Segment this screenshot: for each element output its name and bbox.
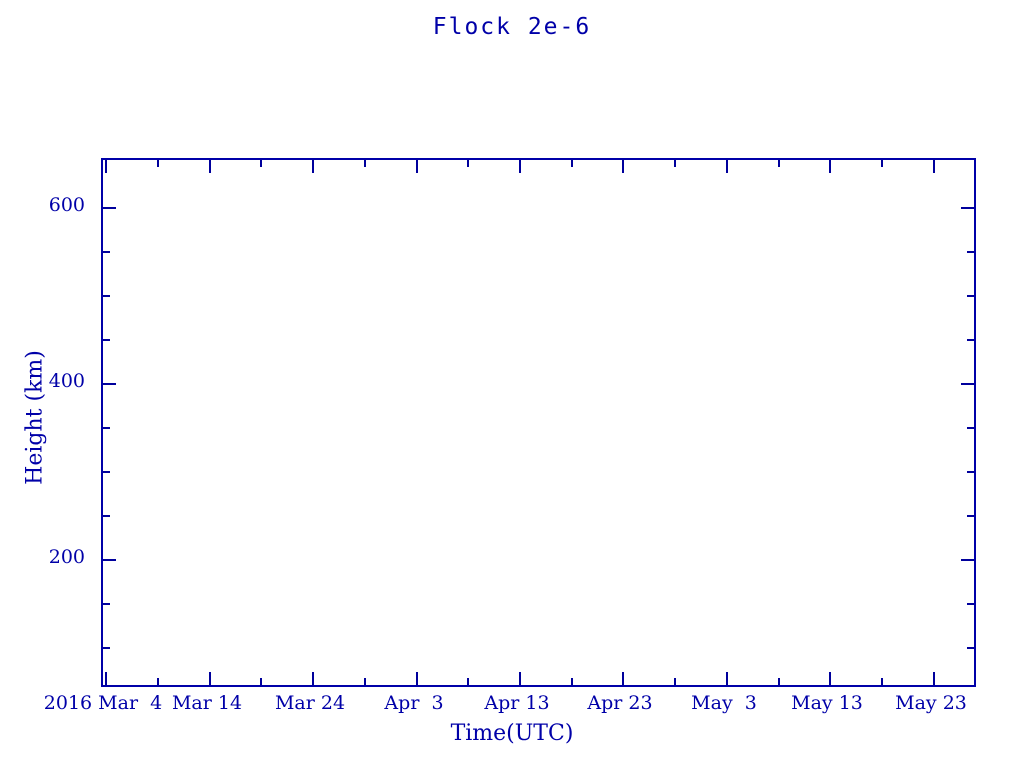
bottom-axis-major-tick [105, 672, 107, 685]
left-axis-minor-tick [103, 647, 110, 649]
top-axis-minor-tick [157, 160, 159, 167]
right-axis-minor-tick [967, 251, 974, 253]
left-axis-minor-tick [103, 603, 110, 605]
top-axis-major-tick [416, 160, 418, 173]
top-axis-minor-tick [467, 160, 469, 167]
top-axis-major-tick [726, 160, 728, 173]
top-axis-major-tick [209, 160, 211, 173]
x-tick-label: Apr 13 [484, 692, 550, 714]
right-axis-minor-tick [967, 647, 974, 649]
right-axis-minor-tick [967, 603, 974, 605]
plot-area [101, 158, 976, 687]
x-tick-label: Mar 14 [171, 692, 243, 714]
left-axis-major-tick [103, 559, 116, 561]
x-tick-label: Apr 23 [587, 692, 653, 714]
bottom-axis-minor-tick [260, 678, 262, 685]
bottom-axis-minor-tick [364, 678, 366, 685]
bottom-axis-major-tick [416, 672, 418, 685]
y-axis-title: Height (km) [22, 350, 48, 485]
right-axis-minor-tick [967, 515, 974, 517]
bottom-axis-minor-tick [778, 678, 780, 685]
top-axis-major-tick [105, 160, 107, 173]
top-axis-major-tick [312, 160, 314, 173]
right-axis-major-tick [961, 559, 974, 561]
right-axis-minor-tick [967, 295, 974, 297]
bottom-axis-minor-tick [157, 678, 159, 685]
y-tick-label: 600 [48, 194, 85, 216]
plot-data-canvas [103, 160, 974, 685]
x-axis-title: Time(UTC) [450, 721, 574, 746]
bottom-axis-minor-tick [571, 678, 573, 685]
right-axis-major-tick [961, 383, 974, 385]
top-axis-major-tick [933, 160, 935, 173]
top-axis-minor-tick [260, 160, 262, 167]
bottom-axis-major-tick [829, 672, 831, 685]
top-axis-minor-tick [778, 160, 780, 167]
bottom-axis-minor-tick [674, 678, 676, 685]
x-tick-label: Apr 3 [384, 692, 444, 714]
left-axis-minor-tick [103, 339, 110, 341]
right-axis-major-tick [961, 207, 974, 209]
top-axis-major-tick [622, 160, 624, 173]
y-tick-label: 400 [48, 370, 85, 392]
left-axis-minor-tick [103, 515, 110, 517]
bottom-axis-major-tick [312, 672, 314, 685]
left-axis-major-tick [103, 383, 116, 385]
right-axis-minor-tick [967, 471, 974, 473]
top-axis-minor-tick [881, 160, 883, 167]
top-axis-major-tick [829, 160, 831, 173]
left-axis-major-tick [103, 207, 116, 209]
left-axis-minor-tick [103, 251, 110, 253]
x-tick-label: 2016 Mar 4 [43, 692, 163, 714]
bottom-axis-minor-tick [881, 678, 883, 685]
right-axis-minor-tick [967, 427, 974, 429]
chart-title: Flock 2e-6 [432, 14, 592, 40]
top-axis-minor-tick [674, 160, 676, 167]
bottom-axis-major-tick [726, 672, 728, 685]
bottom-axis-minor-tick [467, 678, 469, 685]
y-tick-label: 200 [48, 546, 85, 568]
left-axis-minor-tick [103, 427, 110, 429]
bottom-axis-major-tick [622, 672, 624, 685]
right-axis-minor-tick [967, 339, 974, 341]
x-tick-label: May 23 [895, 692, 967, 714]
x-tick-label: May 3 [691, 692, 757, 714]
top-axis-minor-tick [364, 160, 366, 167]
top-axis-minor-tick [571, 160, 573, 167]
bottom-axis-major-tick [933, 672, 935, 685]
left-axis-minor-tick [103, 471, 110, 473]
top-axis-major-tick [519, 160, 521, 173]
x-tick-label: May 13 [791, 692, 863, 714]
x-tick-label: Mar 24 [274, 692, 346, 714]
bottom-axis-major-tick [519, 672, 521, 685]
left-axis-minor-tick [103, 295, 110, 297]
bottom-axis-major-tick [209, 672, 211, 685]
